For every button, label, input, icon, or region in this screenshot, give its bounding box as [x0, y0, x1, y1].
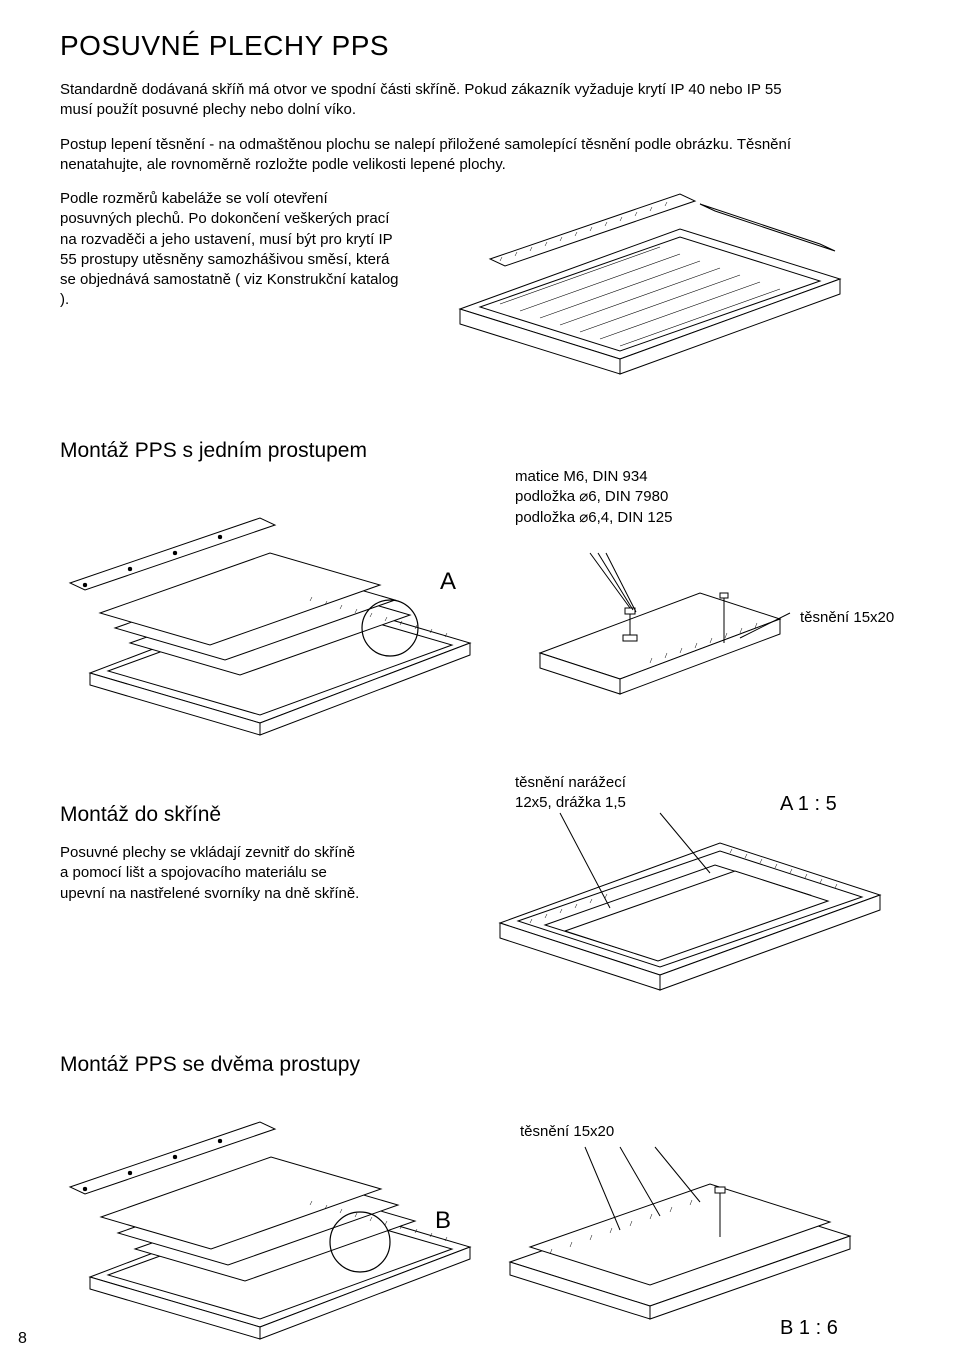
- detail-b-scale: B 1 : 6: [780, 1317, 838, 1340]
- figure-pps-double-exploded: [60, 1097, 500, 1347]
- page-number: 8: [18, 1330, 27, 1348]
- intro-paragraph-2: Postup lepení těsnění - na odmaštěnou pl…: [60, 135, 800, 176]
- label-tesneni-15x20-a: těsnění 15x20: [800, 608, 894, 628]
- label-tesneni-15x20-b: těsnění 15x20: [520, 1122, 614, 1142]
- intro-paragraph-1: Standardně dodávaná skříň má otvor ve sp…: [60, 80, 800, 121]
- figure-pps-single-exploded: [60, 493, 500, 743]
- figure-frame-exploded: [420, 189, 860, 399]
- section-title-2: Montáž do skříně: [60, 803, 221, 827]
- hardware-spec: matice M6, DIN 934 podložka ⌀6, DIN 7980…: [515, 467, 672, 528]
- section-title-3: Montáž PPS se dvěma prostupy: [60, 1053, 910, 1077]
- hardware-line-3: podložka ⌀6,4, DIN 125: [515, 508, 672, 528]
- figure-assembled-in-cabinet: [460, 803, 900, 1023]
- hardware-line-1: matice M6, DIN 934: [515, 467, 672, 487]
- hardware-line-2: podložka ⌀6, DIN 7980: [515, 487, 672, 507]
- section-2-paragraph: Posuvné plechy se vkládají zevnitř do sk…: [60, 843, 360, 904]
- figure-detail-a: [530, 543, 800, 733]
- detail-marker-b: B: [435, 1207, 451, 1235]
- intro-paragraph-3: Podle rozměrů kabeláže se volí otevření …: [60, 189, 400, 385]
- page-title: POSUVNÉ PLECHY PPS: [60, 30, 910, 62]
- detail-marker-a: A: [440, 568, 456, 596]
- section-title-1: Montáž PPS s jedním prostupem: [60, 439, 910, 463]
